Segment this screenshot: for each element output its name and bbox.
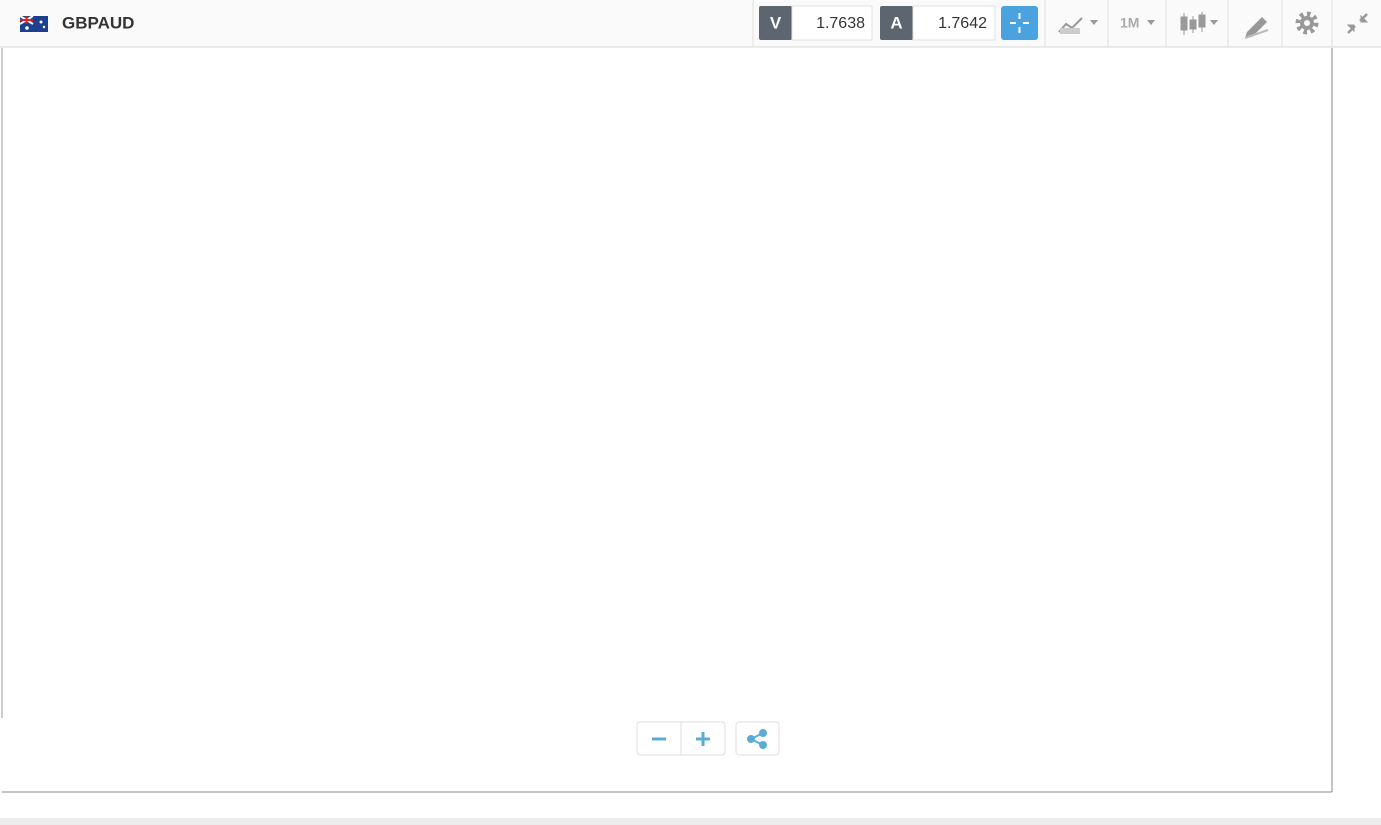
- scrollbar: [0, 818, 1381, 825]
- ask-label: A: [890, 13, 902, 32]
- collapse-button[interactable]: [1346, 13, 1369, 34]
- bid-price: 1.7638: [816, 15, 865, 32]
- ask-price: 1.7642: [938, 15, 987, 32]
- share-icon: [747, 729, 767, 749]
- ask-button[interactable]: [880, 6, 913, 40]
- header-bar: [0, 0, 1381, 47]
- candle-style-button[interactable]: [1180, 12, 1218, 35]
- chart-type-button[interactable]: [1058, 17, 1098, 34]
- settings-button[interactable]: [1295, 11, 1319, 35]
- draw-tool-button[interactable]: [1244, 17, 1269, 39]
- ask-box: [912, 5, 996, 41]
- bid-label: V: [770, 13, 782, 32]
- bid-button[interactable]: [759, 6, 792, 40]
- timeframe[interactable]: 1M: [1120, 15, 1139, 31]
- zoom-controls: [636, 721, 780, 756]
- symbol: GBPAUD: [62, 13, 134, 32]
- crosshair-button[interactable]: [1001, 6, 1038, 40]
- zoom-in-button[interactable]: [696, 732, 710, 746]
- dropdown-arrow: [1147, 20, 1155, 25]
- flag-icon: [19, 15, 48, 32]
- bid-box: [791, 5, 873, 41]
- share-button[interactable]: [735, 721, 780, 756]
